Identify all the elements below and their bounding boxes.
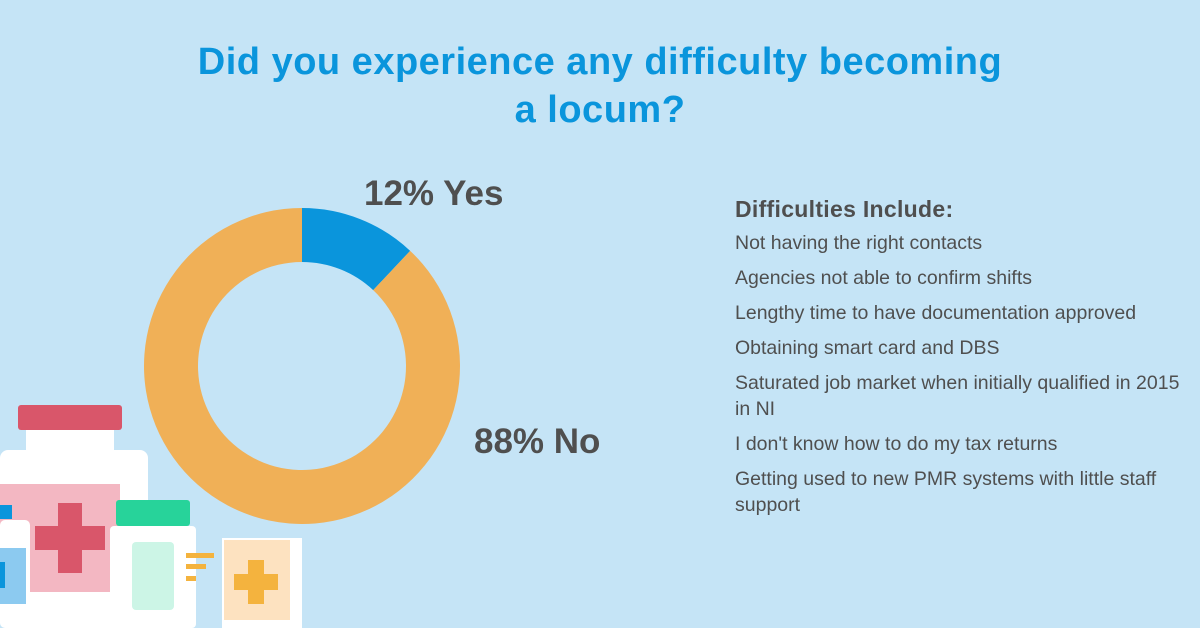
slice-yes — [302, 208, 411, 291]
difficulties-list: Not having the right contacts Agencies n… — [735, 230, 1185, 518]
difficulties-panel: Difficulties Include: Not having the rig… — [735, 196, 1185, 527]
difficulty-item: Agencies not able to confirm shifts — [735, 267, 1032, 289]
data-label-no: 88% No — [474, 422, 601, 461]
data-label-yes: 12% Yes — [364, 174, 504, 213]
difficulty-item: Lengthy time to have documentation appro… — [735, 302, 1137, 324]
difficulty-item: Getting used to new PMR systems with lit… — [735, 468, 1157, 516]
difficulty-item: Obtaining smart card and DBS — [735, 337, 1000, 359]
difficulty-item: Not having the right contacts — [735, 232, 983, 254]
slice-no — [144, 208, 461, 525]
difficulty-item: I don't know how to do my tax returns — [735, 433, 1058, 455]
difficulties-heading: Difficulties Include: — [735, 196, 954, 222]
title-line-1: Did you experience any difficulty becomi… — [197, 41, 1003, 83]
difficulty-item: Saturated job market when initially qual… — [735, 372, 1180, 420]
chart-title: Did you experience any difficulty becomi… — [100, 38, 1100, 134]
title-line-2: a locum? — [514, 89, 686, 131]
